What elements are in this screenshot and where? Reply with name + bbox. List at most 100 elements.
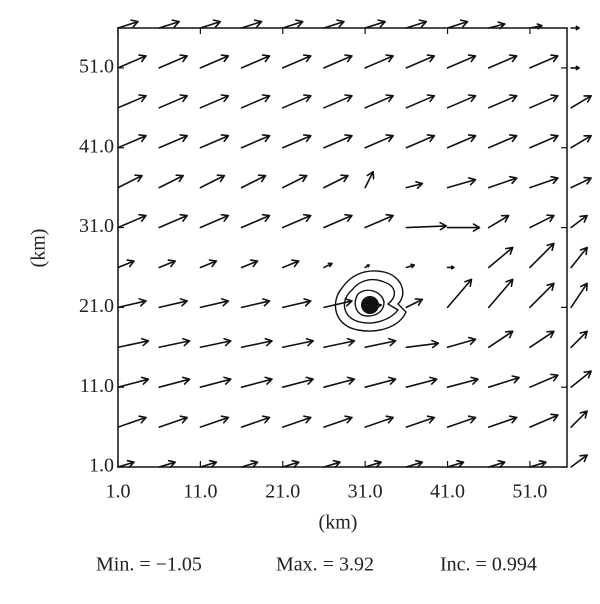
vector-arrow <box>199 19 222 29</box>
plot-frame <box>117 27 568 468</box>
vector-arrow <box>240 94 271 109</box>
vector-arrow <box>446 19 469 29</box>
vector-arrow <box>446 459 465 468</box>
vector-arrow <box>364 459 382 468</box>
vector-arrow <box>323 174 349 189</box>
vector-arrow <box>405 415 436 428</box>
vector-arrow <box>117 415 147 428</box>
vector-arrow <box>117 337 150 349</box>
vector-arrow <box>570 95 592 109</box>
vector-arrow <box>364 54 394 69</box>
vector-arrow <box>487 94 518 109</box>
vector-arrow <box>240 376 273 388</box>
vector-arrow <box>281 174 308 189</box>
vector-arrow <box>158 134 188 149</box>
vector-arrow <box>240 19 263 29</box>
vector-arrow <box>199 337 232 349</box>
vector-arrow <box>323 415 353 428</box>
vector-arrow <box>281 94 312 109</box>
vector-arrow <box>446 415 477 428</box>
vector-arrow <box>405 263 416 269</box>
vector-arrow <box>405 376 438 388</box>
vector-arrow <box>446 223 481 232</box>
y-tick-label: 31.0 <box>79 215 114 237</box>
vector-arrow <box>158 94 188 109</box>
vector-arrow <box>364 134 394 149</box>
vector-arrow <box>281 459 300 468</box>
vector-arrow <box>158 459 176 468</box>
vector-arrow <box>364 337 397 349</box>
vector-arrow <box>158 298 188 309</box>
vector-arrow <box>364 264 370 269</box>
contour <box>334 270 407 332</box>
vector-arrow <box>487 246 514 269</box>
vector-arrow <box>446 376 479 388</box>
vector-arrow <box>199 259 218 269</box>
vector-arrow <box>158 337 191 349</box>
vector-arrow <box>446 54 477 69</box>
y-tick-label: 51.0 <box>79 56 114 78</box>
x-tick-label: 11.0 <box>183 481 217 503</box>
vector-arrow <box>323 262 333 269</box>
vector-arrow <box>240 174 267 189</box>
vector-arrow <box>281 19 304 29</box>
vector-arrow <box>487 175 518 189</box>
vector-arrow <box>240 459 259 468</box>
vector-arrow <box>199 134 230 149</box>
vector-arrow <box>405 54 436 69</box>
vector-arrow <box>117 259 135 269</box>
y-axis-label: (km) <box>28 229 50 268</box>
vector-arrow <box>405 298 424 309</box>
vector-arrow <box>487 459 506 468</box>
vector-arrow <box>281 337 314 349</box>
vector-arrow <box>570 65 580 71</box>
vector-arrow <box>240 259 259 269</box>
contour <box>343 278 400 324</box>
vector-arrow <box>158 415 188 428</box>
vector-arrow <box>570 25 580 31</box>
vector-arrow <box>240 337 273 349</box>
vector-arrow <box>199 415 230 428</box>
vector-arrow <box>158 54 188 69</box>
vector-arrow <box>529 214 555 229</box>
vector-arrow <box>405 181 424 190</box>
x-tick-label: 31.0 <box>348 481 383 503</box>
vector-arrow <box>117 134 147 149</box>
vector-arrow <box>323 54 353 69</box>
vector-arrow <box>158 259 176 269</box>
vector-arrow <box>487 375 520 388</box>
vector-arrow <box>323 213 353 229</box>
vector-arrow <box>529 330 555 349</box>
vector-arrow <box>529 23 543 30</box>
vector-arrow <box>117 298 147 309</box>
x-tick-label: 51.0 <box>512 481 547 503</box>
vector-arrow <box>323 337 356 349</box>
vector-arrow <box>117 459 135 468</box>
vector-arrow <box>405 19 428 29</box>
vector-arrow <box>240 298 271 309</box>
vector-arrow <box>281 298 312 309</box>
footer-inc: Inc. = 0.994 <box>440 554 537 576</box>
vector-arrow <box>405 221 448 231</box>
vector-arrow <box>117 174 143 189</box>
vector-arrow <box>117 19 139 29</box>
vector-arrow <box>529 94 559 109</box>
vector-arrow <box>570 176 592 189</box>
vector-arrow <box>529 242 555 269</box>
vector-arrow <box>158 376 191 388</box>
y-tick-label: 1.0 <box>89 455 114 477</box>
vector-arrow <box>240 54 271 69</box>
vector-arrow <box>364 376 397 388</box>
vector-arrow <box>570 330 588 349</box>
vector-arrow <box>570 246 588 269</box>
vector-arrow <box>364 415 394 428</box>
vector-arrow <box>323 459 341 468</box>
center-dot <box>361 296 379 314</box>
vector-arrow <box>323 376 356 388</box>
vector-arrow <box>199 174 226 189</box>
footer-max: Max. = 3.92 <box>276 554 374 576</box>
vector-arrow <box>199 298 230 309</box>
x-tick-label: 41.0 <box>430 481 465 503</box>
vector-arrow <box>323 19 345 29</box>
vector-arrow <box>446 336 477 349</box>
